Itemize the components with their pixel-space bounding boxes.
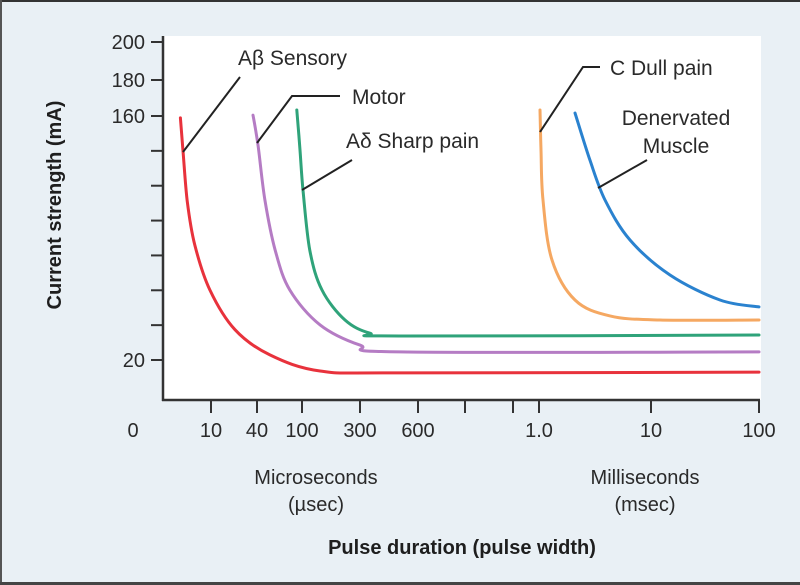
series-line-2: [295, 108, 761, 338]
y-tick-label: 200: [112, 32, 145, 54]
series-line-3: [538, 108, 761, 322]
x-origin-label: 0: [127, 420, 138, 442]
x-group-unit-microseconds: (µsec): [288, 494, 344, 516]
frame-left: [0, 0, 2, 585]
x-tick-label: 100: [285, 420, 318, 442]
y-axis-title: Current strength (mA): [44, 101, 66, 310]
x-tick-label: 10: [200, 420, 222, 442]
leader-line-1: [256, 95, 340, 144]
x-group-unit-milliseconds: (msec): [614, 494, 675, 516]
series-annotation-label: Denervated: [622, 107, 731, 130]
x-tick-label: 1.0: [525, 420, 553, 442]
frame-top: [0, 0, 800, 2]
x-tick-label: 600: [401, 420, 434, 442]
frame-bottom: [0, 582, 800, 585]
series-line-4: [573, 111, 761, 309]
y-tick-label: 20: [123, 350, 145, 372]
plot-area: [163, 36, 761, 400]
x-group-label-milliseconds: Milliseconds: [591, 467, 700, 489]
series-annotation-label: Muscle: [643, 135, 710, 158]
x-tick-label: 40: [246, 420, 268, 442]
series-line-0: [178, 116, 761, 375]
y-tick-label: 160: [112, 106, 145, 128]
series-annotation-label: Aδ Sharp pain: [346, 130, 479, 153]
x-tick-label: 10: [640, 420, 662, 442]
x-group-label-microseconds: Microseconds: [254, 467, 377, 489]
series-annotation-label: Motor: [352, 86, 406, 109]
y-tick-label: 180: [112, 70, 145, 92]
series-annotation-label: C Dull pain: [610, 57, 713, 80]
series-annotation-label: Aβ Sensory: [238, 47, 347, 70]
leader-line-2: [301, 159, 353, 191]
leader-line-3: [539, 66, 600, 133]
x-tick-label: 300: [343, 420, 376, 442]
x-tick-label: 100: [742, 420, 775, 442]
x-axis-title: Pulse duration (pulse width): [328, 537, 596, 559]
leader-line-0: [182, 76, 241, 153]
series-line-1: [251, 113, 761, 354]
leader-line-4: [597, 159, 648, 189]
